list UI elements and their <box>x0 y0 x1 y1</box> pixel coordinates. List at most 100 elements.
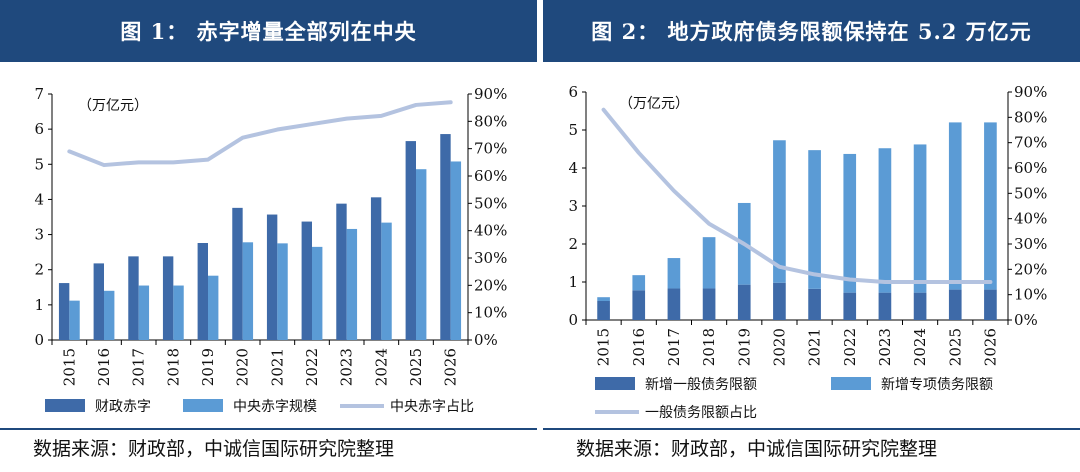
bar-fiscal-deficit <box>232 207 243 340</box>
bar-central-deficit <box>208 275 219 340</box>
y-right-tick-label: 60% <box>474 167 507 185</box>
x-tick-label: 2025 <box>407 348 425 386</box>
y-right-tick-label: 70% <box>474 140 507 158</box>
y-right-tick-label: 50% <box>474 194 507 212</box>
y-left-tick-label: 0 <box>34 331 44 349</box>
x-tick-label: 2025 <box>946 328 964 366</box>
bar-central-deficit <box>277 243 288 340</box>
bar-fiscal-deficit <box>370 197 382 340</box>
bar-central-deficit <box>450 161 462 340</box>
chart-panel-left: 图 1： 赤字增量全部列在中央 0 1 2 3 4 5 6 7 0% 10% 20% 30% 40% 50… <box>0 0 537 472</box>
y-left-tick-label: 5 <box>568 121 578 139</box>
bar-general-debt <box>597 301 610 320</box>
bar-special-debt <box>597 297 610 301</box>
legend-label: 中央赤字规模 <box>233 399 317 415</box>
legend-label: 中央赤字占比 <box>390 399 474 415</box>
legend-swatch-bar <box>831 377 871 390</box>
x-tick-label: 2022 <box>303 348 321 386</box>
x-tick-label: 2018 <box>700 328 718 366</box>
x-tick-label: 2024 <box>911 328 929 366</box>
bar-general-debt <box>737 284 751 320</box>
bar-central-deficit <box>69 300 80 340</box>
bar-central-deficit <box>242 242 254 340</box>
bar-special-debt <box>808 150 821 289</box>
legend-label: 新增专项债务限额 <box>881 377 993 393</box>
bar-general-debt <box>984 289 997 320</box>
bar-general-debt <box>667 288 681 320</box>
bar-special-debt <box>843 153 857 293</box>
bar-special-debt <box>984 122 997 290</box>
y-right-tick-label: 80% <box>474 112 507 130</box>
unit-label: （万亿元） <box>78 98 148 114</box>
y-right-tick-label: 0% <box>474 331 498 349</box>
y-right-tick-label: 40% <box>474 222 507 240</box>
x-tick-label: 2023 <box>338 348 356 386</box>
source-note-right: 数据来源：财政部，中诚信国际研究院整理 <box>543 428 1080 472</box>
y-right-tick-label: 10% <box>474 304 507 322</box>
x-tick-label: 2023 <box>876 328 894 366</box>
y-right-tick-label: 70% <box>1014 134 1047 152</box>
bar-fiscal-deficit <box>128 256 139 340</box>
y-right-tick-label: 10% <box>1014 286 1047 304</box>
bar-special-debt <box>702 237 716 289</box>
legend-swatch-bar <box>45 399 85 412</box>
y-left-tick-label: 1 <box>34 296 44 314</box>
legend-swatch-bar <box>183 399 223 412</box>
bar-special-debt <box>948 122 962 290</box>
local-debt-chart: 01234560%10%20%30%40%50%60%70%80%90%（万亿元… <box>568 83 1047 421</box>
bar-general-debt <box>913 292 927 320</box>
bar-central-deficit <box>416 169 427 340</box>
x-tick-label: 2016 <box>95 348 113 386</box>
y-left-tick-label: 2 <box>568 235 578 253</box>
bar-fiscal-deficit <box>336 203 347 340</box>
y-left-tick-label: 5 <box>34 155 44 173</box>
y-left-tick-label: 4 <box>568 159 578 177</box>
bar-fiscal-deficit <box>266 214 278 340</box>
x-tick-label: 2017 <box>665 328 683 366</box>
y-right-tick-label: 60% <box>1014 159 1047 177</box>
y-right-tick-label: 20% <box>474 276 507 294</box>
y-right-tick-label: 80% <box>1014 108 1047 126</box>
y-left-tick-label: 1 <box>568 273 578 291</box>
y-right-tick-label: 0% <box>1014 311 1038 329</box>
y-right-tick-label: 40% <box>1014 210 1047 228</box>
y-left-tick-label: 6 <box>568 83 578 101</box>
bar-special-debt <box>878 148 892 293</box>
x-tick-label: 2021 <box>806 328 824 366</box>
bar-fiscal-deficit <box>58 283 70 340</box>
legend-swatch-bar <box>595 377 635 390</box>
x-tick-label: 2020 <box>770 328 788 366</box>
bar-central-deficit <box>346 228 358 340</box>
y-right-tick-label: 50% <box>1014 184 1047 202</box>
bar-central-deficit <box>173 285 184 340</box>
bar-fiscal-deficit <box>93 263 104 340</box>
bar-general-debt <box>808 288 821 320</box>
bar-central-deficit <box>104 290 115 340</box>
x-tick-label: 2022 <box>841 328 859 366</box>
x-tick-label: 2020 <box>234 348 252 386</box>
x-tick-label: 2024 <box>372 348 390 386</box>
x-tick-label: 2019 <box>735 328 753 366</box>
y-left-tick-label: 7 <box>34 85 44 103</box>
bar-special-debt <box>773 140 786 283</box>
y-left-tick-label: 2 <box>34 261 44 279</box>
y-right-tick-label: 20% <box>1014 260 1047 278</box>
legend-label: 财政赤字 <box>95 399 151 415</box>
legend-label: 新增一般债务限额 <box>645 377 757 393</box>
bar-general-debt <box>632 290 646 320</box>
chart-title-right: 图 2： 地方政府债务限额保持在 5.2 万亿元 <box>543 0 1080 62</box>
bar-special-debt <box>913 144 927 293</box>
x-tick-label: 2026 <box>981 328 999 366</box>
bar-special-debt <box>632 275 646 291</box>
y-right-tick-label: 90% <box>1014 83 1047 101</box>
y-left-tick-label: 3 <box>34 226 44 244</box>
bar-general-debt <box>878 292 892 320</box>
x-tick-label: 2021 <box>268 348 286 386</box>
y-right-tick-label: 30% <box>474 249 507 267</box>
x-tick-label: 2015 <box>595 328 613 366</box>
line-series-ratio <box>67 100 453 168</box>
y-right-tick-label: 30% <box>1014 235 1047 253</box>
x-tick-label: 2026 <box>442 348 460 386</box>
bar-special-debt <box>667 258 681 289</box>
x-tick-label: 2017 <box>130 348 148 386</box>
